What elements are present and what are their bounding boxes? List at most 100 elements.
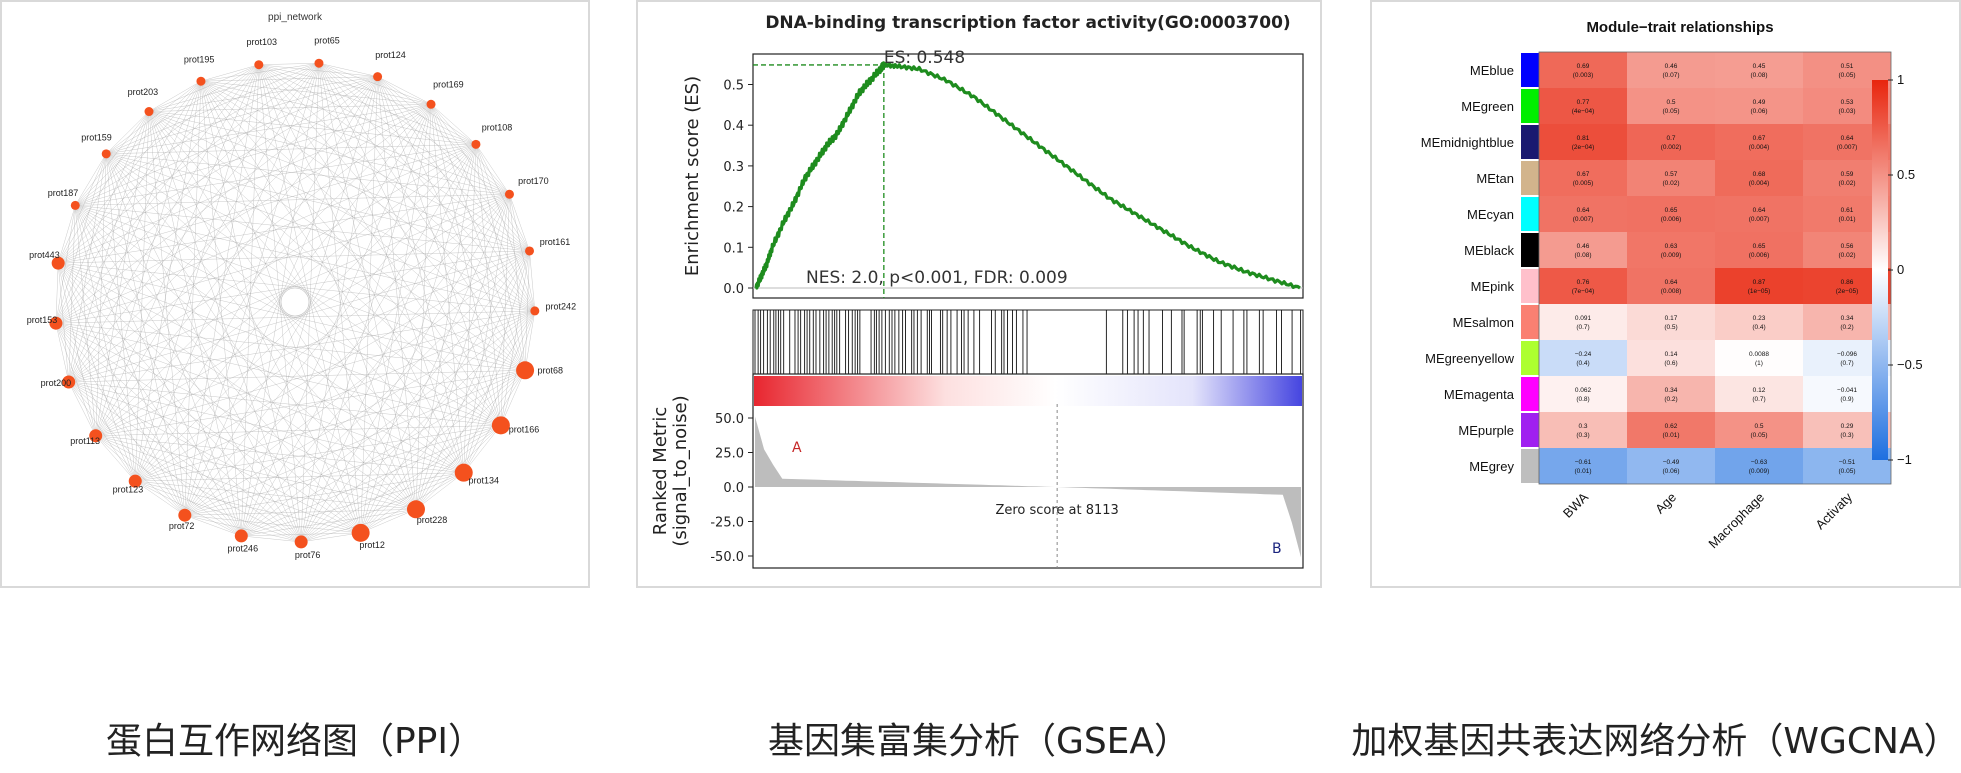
ppi-edge xyxy=(135,480,417,510)
gsea-label-a: A xyxy=(792,440,802,456)
ppi-edge xyxy=(57,111,150,264)
wgcna-module-label: MEmagenta xyxy=(1444,387,1515,402)
ppi-edge xyxy=(184,370,526,516)
wgcna-colorbar-label: 0.5 xyxy=(1897,167,1915,182)
ppi-node xyxy=(234,529,248,543)
ppi-edge xyxy=(430,104,502,426)
ppi-node xyxy=(471,139,481,149)
ppi-edge xyxy=(105,153,186,516)
ppi-edge xyxy=(318,62,378,77)
ppi-edge xyxy=(95,153,107,436)
wgcna-cell-value: 0.14 xyxy=(1665,351,1678,358)
ppi-edge xyxy=(57,262,302,543)
wgcna-cell-value: 0.64 xyxy=(1577,207,1590,214)
gsea-es-frame xyxy=(752,53,1304,299)
ppi-edge xyxy=(258,64,417,510)
ppi-node xyxy=(62,375,76,389)
wgcna-cell-value: 0.0088 xyxy=(1749,351,1769,358)
wgcna-cell-value: 0.81 xyxy=(1577,135,1590,142)
ppi-edge xyxy=(184,104,432,516)
wgcna-cell-pvalue: (0.05) xyxy=(1751,432,1768,439)
ppi-edge xyxy=(55,323,186,516)
wgcna-cell xyxy=(1539,196,1627,232)
gsea-metric-ytick-label: -50.0 xyxy=(710,550,744,565)
wgcna-module-swatch xyxy=(1521,269,1543,303)
wgcna-cell-value: 0.49 xyxy=(1753,99,1766,106)
ppi-edge xyxy=(135,480,302,543)
wgcna-module-label: MEpink xyxy=(1471,279,1515,294)
ppi-edge xyxy=(430,104,530,252)
ppi-node xyxy=(294,535,308,549)
wgcna-cell xyxy=(1715,52,1803,88)
ppi-edge xyxy=(258,64,302,542)
wgcna-cell-value: 0.091 xyxy=(1575,315,1592,322)
wgcna-cell-pvalue: (0.5) xyxy=(1664,324,1677,331)
ppi-edge xyxy=(68,76,378,383)
ppi-edge xyxy=(148,111,186,516)
ppi-edge xyxy=(135,480,185,516)
ppi-edge xyxy=(241,509,417,537)
wgcna-cell xyxy=(1715,412,1803,448)
ppi-node xyxy=(504,189,514,199)
wgcna-cell-value: 0.64 xyxy=(1841,135,1854,142)
wgcna-cell xyxy=(1627,196,1715,232)
wgcna-cell-value: 0.65 xyxy=(1665,207,1678,214)
ppi-edge xyxy=(360,250,530,533)
ppi-edge xyxy=(475,144,536,312)
ppi-edge xyxy=(301,425,501,543)
ppi-edge xyxy=(75,104,432,206)
ppi-edge xyxy=(148,111,535,312)
ppi-edge xyxy=(148,111,417,510)
wgcna-cell-pvalue: (0.004) xyxy=(1749,180,1770,187)
ppi-edge xyxy=(57,205,76,264)
wgcna-cell-value: 0.46 xyxy=(1665,63,1678,70)
wgcna-cell xyxy=(1539,52,1627,88)
wgcna-colorbar-label: 1 xyxy=(1897,72,1904,87)
ppi-edge xyxy=(57,262,242,537)
wgcna-cell-pvalue: (0.01) xyxy=(1839,216,1856,223)
gsea-ytick-label: 0.5 xyxy=(723,78,744,93)
ppi-node xyxy=(196,76,206,86)
ppi-edge xyxy=(57,263,96,436)
ppi-edge xyxy=(75,205,302,543)
ppi-edge xyxy=(55,322,501,426)
wgcna-cell xyxy=(1539,376,1627,412)
ppi-edge xyxy=(415,194,510,510)
wgcna-cell-value: 0.64 xyxy=(1753,207,1766,214)
wgcna-cell-value: 0.5 xyxy=(1666,99,1675,106)
ppi-edge xyxy=(75,205,361,534)
gsea-metric-ytick-label: 25.0 xyxy=(715,447,744,462)
ppi-edge xyxy=(68,381,361,534)
ppi-edge xyxy=(318,62,477,145)
wgcna-cell-value: 0.23 xyxy=(1753,315,1766,322)
ppi-edge xyxy=(258,64,526,371)
gsea-zero-score-label: Zero score at 8113 xyxy=(995,503,1118,518)
ppi-node-label: prot246 xyxy=(228,543,259,553)
wgcna-cell-value: −0.51 xyxy=(1839,459,1856,466)
ppi-edge xyxy=(475,144,510,195)
ppi-edge xyxy=(75,205,186,516)
gsea-metric-frame xyxy=(752,373,1304,569)
wgcna-cell-pvalue: (0.02) xyxy=(1663,180,1680,187)
ppi-node xyxy=(254,60,264,70)
gsea-ytick-label: 0.1 xyxy=(723,241,744,256)
ppi-network-chart: ppi_network prot65 prot124 prot169 prot108 pr… xyxy=(27,12,576,560)
ppi-edge xyxy=(377,76,477,145)
wgcna-cell-pvalue: (7e−04) xyxy=(1572,288,1595,295)
wgcna-cell-value: 0.63 xyxy=(1665,243,1678,250)
ppi-edge xyxy=(258,64,432,105)
gsea-ylabel: Enrichment score (ES) xyxy=(682,76,703,276)
ppi-edge xyxy=(200,80,432,105)
ppi-edge xyxy=(318,62,510,195)
gsea-ytick-label: 0.3 xyxy=(723,160,744,175)
ppi-edge xyxy=(148,111,242,536)
wgcna-cell-pvalue: (0.07) xyxy=(1663,72,1680,79)
wgcna-cell-value: 0.61 xyxy=(1841,207,1854,214)
ppi-edge xyxy=(106,111,150,154)
ppi-node-label: prot124 xyxy=(375,50,406,60)
ppi-edge xyxy=(415,310,536,510)
ppi-edge xyxy=(148,76,378,112)
ppi-edge xyxy=(200,76,378,82)
ppi-edge xyxy=(377,76,526,371)
ppi-edge xyxy=(241,63,320,536)
